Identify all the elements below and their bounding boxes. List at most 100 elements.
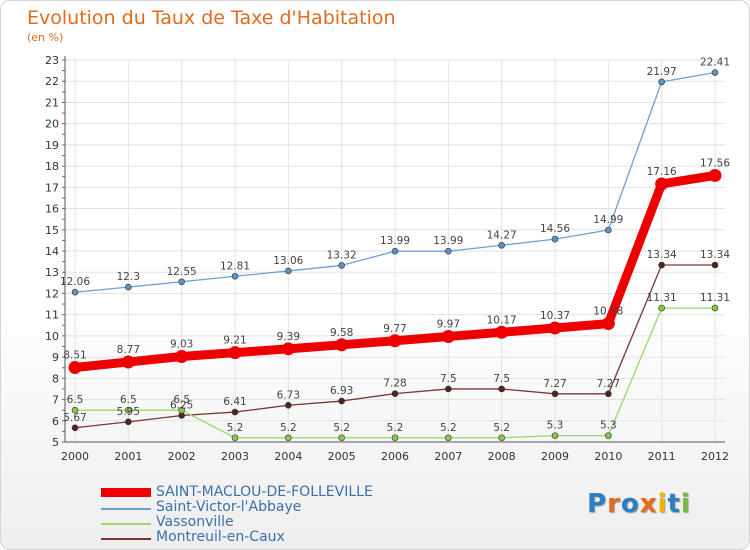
logo-letter: i	[680, 489, 691, 519]
legend-swatch-vassonville	[101, 523, 151, 525]
data-point	[605, 226, 612, 234]
data-label: 13.99	[433, 235, 463, 247]
x-tick-label: 2010	[594, 450, 622, 463]
y-tick-label: 8	[52, 372, 59, 385]
data-label: 9.21	[223, 335, 246, 347]
data-point	[178, 278, 185, 286]
data-label: 12.81	[220, 260, 250, 272]
y-tick-label: 13	[45, 266, 59, 279]
data-point	[551, 235, 559, 243]
data-point	[71, 406, 79, 414]
data-point	[605, 390, 612, 398]
x-tick-label: 2001	[114, 450, 142, 463]
data-label: 6.73	[277, 389, 300, 401]
data-label: 13.34	[700, 249, 730, 261]
data-point	[175, 349, 189, 363]
data-label: 7.27	[543, 378, 566, 390]
x-tick-label: 2012	[701, 450, 729, 463]
y-tick-label: 7	[52, 394, 59, 407]
legend-swatch-montreuil	[101, 538, 151, 540]
chart-title: Evolution du Taux de Taxe d'Habitation	[27, 7, 396, 29]
data-label: 11.31	[700, 292, 730, 304]
data-point	[125, 418, 132, 426]
data-label: 13.99	[380, 235, 410, 247]
logo-letter: r	[607, 489, 621, 519]
data-point	[231, 272, 239, 280]
x-tick-label: 2000	[61, 450, 89, 463]
x-tick-label: 2005	[328, 450, 356, 463]
y-tick-label: 15	[45, 224, 59, 237]
data-point	[551, 432, 559, 439]
data-label: 9.03	[170, 338, 193, 350]
data-label: 7.5	[440, 373, 457, 385]
data-label: 9.39	[277, 331, 300, 343]
data-label: 10.58	[593, 306, 623, 318]
data-label: 12.55	[167, 266, 197, 278]
data-point	[391, 390, 399, 397]
data-label: 5.2	[493, 422, 510, 434]
data-label: 14.56	[540, 223, 570, 235]
y-tick-label: 6	[52, 415, 59, 428]
legend-label-saint-maclou: SAINT-MACLOU-DE-FOLLEVILLE	[156, 484, 373, 500]
data-point	[281, 342, 295, 356]
data-point	[441, 330, 455, 344]
data-label: 7.5	[493, 373, 510, 385]
y-tick-label: 21	[45, 96, 59, 109]
data-point	[178, 406, 185, 414]
data-point	[391, 434, 399, 442]
legend-swatch-saint-maclou	[101, 488, 151, 497]
data-label: 5.2	[333, 422, 350, 434]
data-point	[388, 334, 402, 348]
x-tick-label: 2007	[434, 450, 462, 463]
data-label: 6.93	[330, 385, 353, 397]
data-label: 5.67	[63, 412, 86, 424]
data-point	[125, 406, 132, 414]
logo-letter: P	[587, 489, 608, 519]
data-point	[551, 390, 559, 398]
data-label: 7.28	[383, 378, 406, 390]
data-label: 9.77	[383, 323, 406, 335]
data-point	[71, 288, 79, 296]
y-tick-label: 12	[45, 287, 59, 300]
data-label: 9.97	[437, 319, 460, 331]
data-label: 6.5	[67, 394, 84, 406]
data-point	[121, 355, 135, 369]
y-tick-label: 5	[52, 436, 59, 449]
data-label: 8.77	[117, 344, 140, 356]
y-tick-label: 18	[45, 160, 59, 173]
data-point	[231, 434, 239, 442]
y-tick-label: 10	[45, 330, 59, 343]
data-point	[231, 408, 239, 416]
data-point	[391, 247, 399, 255]
data-label: 6.41	[223, 396, 246, 408]
data-point	[285, 267, 292, 275]
data-label: 12.06	[60, 276, 90, 288]
legend-label-vassonville: Vassonville	[156, 514, 234, 530]
data-point	[338, 434, 345, 442]
y-tick-label: 11	[45, 309, 59, 322]
data-label: 17.56	[700, 157, 730, 169]
data-point	[228, 346, 242, 360]
data-label: 10.37	[540, 310, 570, 322]
data-point	[445, 247, 452, 255]
x-tick-label: 2006	[381, 450, 409, 463]
y-tick-label: 23	[45, 54, 59, 67]
data-label: 6.25	[170, 399, 193, 411]
data-label: 5.2	[280, 422, 297, 434]
data-point	[658, 261, 665, 269]
y-tick-label: 19	[45, 139, 59, 152]
data-label: 22.41	[700, 57, 730, 69]
data-point	[711, 261, 719, 269]
data-label: 5.3	[547, 420, 564, 432]
chart-subtitle: (en %)	[27, 31, 64, 44]
data-point	[495, 325, 509, 339]
data-point	[445, 385, 452, 393]
logo-letter: t	[667, 489, 681, 519]
data-point	[498, 385, 505, 393]
data-point	[605, 432, 612, 439]
data-label: 12.3	[117, 271, 140, 283]
data-point	[68, 361, 82, 375]
data-point	[658, 78, 665, 86]
data-point	[125, 283, 132, 291]
data-point	[285, 434, 292, 442]
